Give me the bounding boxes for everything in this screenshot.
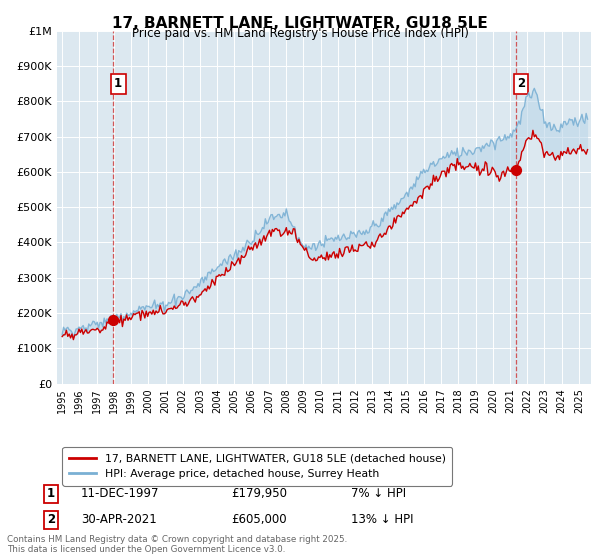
Text: £605,000: £605,000 (231, 513, 287, 526)
Text: 2: 2 (47, 513, 55, 526)
Text: 30-APR-2021: 30-APR-2021 (81, 513, 157, 526)
Point (511, 166, 521, 175)
Text: 17, BARNETT LANE, LIGHTWATER, GU18 5LE: 17, BARNETT LANE, LIGHTWATER, GU18 5LE (112, 16, 488, 31)
Text: Price paid vs. HM Land Registry's House Price Index (HPI): Price paid vs. HM Land Registry's House … (131, 27, 469, 40)
Text: 2: 2 (517, 77, 525, 90)
Text: £179,950: £179,950 (231, 487, 287, 501)
Text: 7% ↓ HPI: 7% ↓ HPI (351, 487, 406, 501)
Text: 13% ↓ HPI: 13% ↓ HPI (351, 513, 413, 526)
Text: 1: 1 (47, 487, 55, 501)
Point (108, 316, 118, 325)
Text: 11-DEC-1997: 11-DEC-1997 (81, 487, 160, 501)
Legend: 17, BARNETT LANE, LIGHTWATER, GU18 5LE (detached house), HPI: Average price, det: 17, BARNETT LANE, LIGHTWATER, GU18 5LE (… (62, 447, 452, 486)
Text: 1: 1 (114, 77, 122, 90)
Text: Contains HM Land Registry data © Crown copyright and database right 2025.
This d: Contains HM Land Registry data © Crown c… (7, 535, 347, 554)
